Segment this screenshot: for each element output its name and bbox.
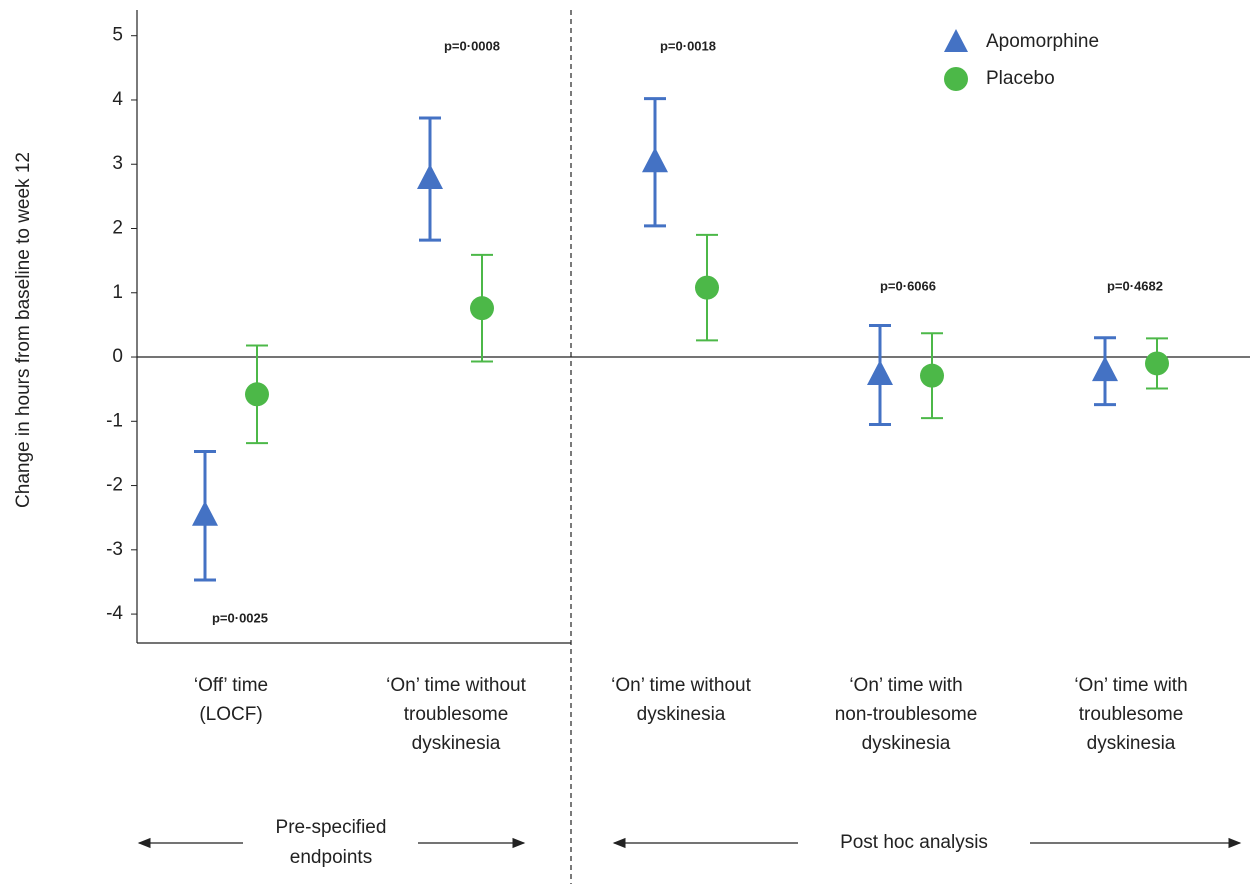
section-label: Pre-specified endpoints: [276, 817, 387, 868]
marker: [470, 296, 494, 321]
marker: [920, 363, 944, 388]
marker: [1145, 351, 1169, 376]
y-tick-label: -4: [106, 603, 123, 624]
x-tick-label: ‘On’ time without troublesome dyskinesia: [386, 675, 526, 754]
marker: [1092, 356, 1118, 382]
legend-label: Placebo: [986, 68, 1055, 89]
p-value: p=0·0008: [444, 38, 500, 53]
p-value: p=0·0025: [212, 610, 268, 625]
x-tick-label: ‘On’ time with troublesome dyskinesia: [1074, 675, 1187, 754]
x-tick-label: ‘On’ time without dyskinesia: [611, 675, 751, 725]
y-tick-label: 3: [112, 153, 123, 174]
y-tick-label: 2: [112, 218, 123, 239]
x-tick-label: ‘On’ time with non-troublesome dyskinesia: [835, 675, 978, 754]
legend-marker: [944, 67, 968, 91]
y-tick-label: 0: [112, 346, 123, 367]
y-tick-label: -1: [106, 410, 123, 431]
p-value: p=0·6066: [880, 278, 936, 293]
x-tick-label: ‘Off’ time (LOCF): [194, 675, 268, 725]
y-tick-label: 1: [112, 282, 123, 303]
marker: [695, 275, 719, 300]
marker: [192, 500, 218, 526]
y-tick-label: -3: [106, 539, 123, 560]
marker: [417, 164, 443, 190]
p-value: p=0·0018: [660, 38, 716, 53]
marker: [867, 360, 893, 386]
y-tick-label: 5: [112, 25, 123, 46]
marker: [642, 147, 668, 173]
y-axis-label: Change in hours from baseline to week 12: [13, 152, 34, 508]
marker: [245, 382, 269, 407]
legend-marker: [944, 29, 968, 52]
y-tick-label: -2: [106, 475, 123, 496]
y-tick-label: 4: [112, 89, 123, 110]
p-value: p=0·4682: [1107, 278, 1163, 293]
legend-label: Apomorphine: [986, 31, 1099, 52]
section-label: Post hoc analysis: [840, 832, 988, 853]
